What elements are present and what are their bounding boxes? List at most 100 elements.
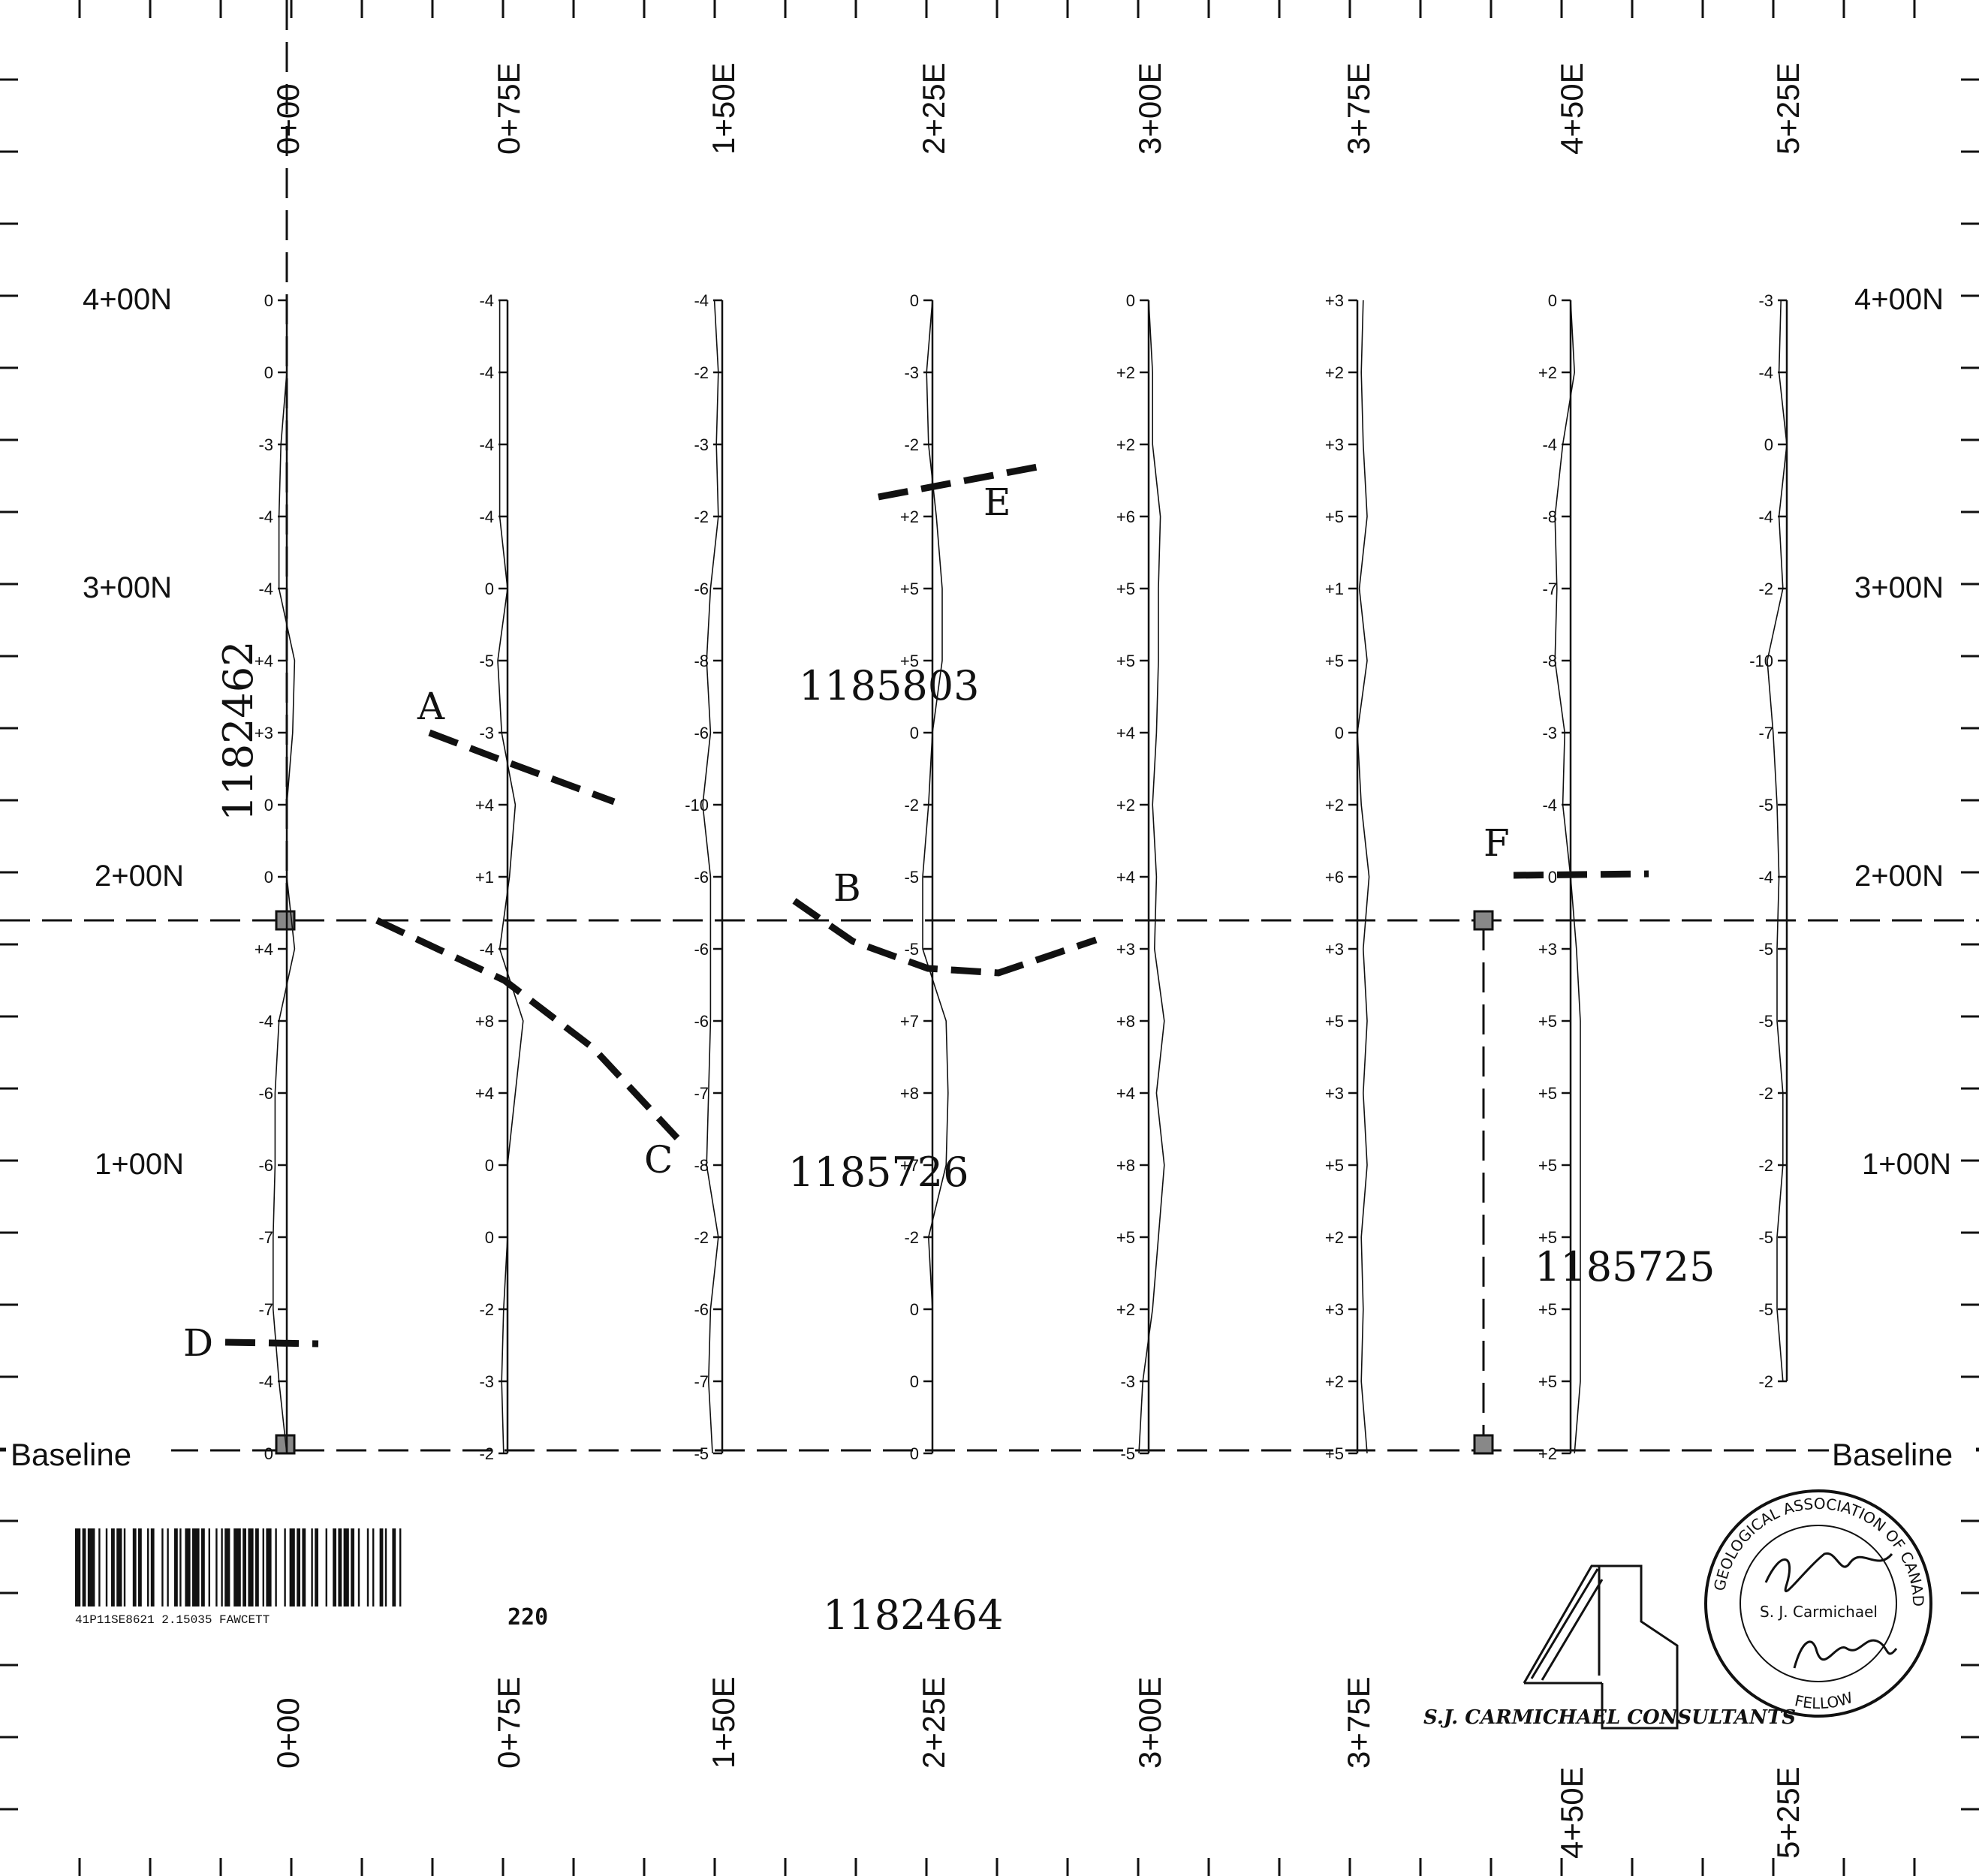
reading-value: 0 — [264, 363, 273, 382]
reading-value: -5 — [1758, 940, 1773, 959]
reading-value: 0 — [1126, 291, 1135, 310]
claim-center: 1185726 — [788, 1149, 969, 1196]
reading-value: 0 — [910, 724, 919, 742]
reading-value: 0 — [1548, 868, 1557, 887]
reading-value: +5 — [1325, 507, 1344, 526]
line-label-top: 3+00E — [1132, 62, 1167, 155]
reading-value: -4 — [1758, 363, 1773, 382]
reading-value: -6 — [694, 724, 709, 742]
barcode-bar — [262, 1528, 264, 1606]
survey-line-4+50E: 0 +2 -4 -8 -7 -8 -3 -4 0 +3 +5 +5 +5 +5 +5 +5 +2 4+50E 4+5… — [1538, 62, 1589, 1859]
line-label-top: 0+75E — [491, 62, 526, 155]
zone-f-axis — [1513, 870, 1649, 879]
zone-label-c: C — [644, 1138, 673, 1182]
reading-value: -2 — [1758, 580, 1773, 598]
reading-value: -4 — [694, 291, 709, 310]
reading-value: +4 — [475, 1084, 494, 1103]
reading-value: -3 — [1758, 291, 1773, 310]
reading-value: +1 — [1325, 580, 1344, 598]
northing-right-100: 1+00N — [1862, 1148, 1951, 1181]
profile-trace — [1357, 300, 1370, 1454]
baseline-label-right: Baseline — [1832, 1437, 1953, 1472]
line-label-top: 3+75E — [1341, 62, 1376, 155]
reading-value: -3 — [694, 435, 709, 454]
barcode-bar — [333, 1528, 336, 1606]
reading-value: -2 — [904, 796, 919, 815]
reading-value: -4 — [1542, 796, 1557, 815]
seal-name: S. J. Carmichael — [1760, 1603, 1878, 1621]
barcode-bar — [98, 1528, 101, 1606]
reading-value: +2 — [1325, 1228, 1344, 1247]
profile-trace — [1767, 300, 1788, 1382]
barcode-bar — [192, 1528, 200, 1606]
reading-value: 0 — [910, 1444, 919, 1463]
reading-value: -2 — [479, 1444, 494, 1463]
reading-value: 0 — [910, 291, 919, 310]
reading-value: -7 — [1542, 580, 1557, 598]
reading-value: +5 — [1538, 1228, 1557, 1247]
line-label-bottom: 2+25E — [916, 1676, 951, 1769]
barcode-bar — [343, 1528, 349, 1606]
signature-date — [1793, 1639, 1898, 1669]
barcode-bar — [289, 1528, 295, 1606]
barcode-bar — [266, 1528, 272, 1606]
barcode-bar — [208, 1528, 210, 1606]
reading-value: -3 — [1120, 1372, 1135, 1391]
reading-value: +2 — [1116, 796, 1135, 815]
reading-value: +3 — [1116, 940, 1135, 959]
reading-value: 0 — [485, 580, 494, 598]
reading-value: +8 — [1116, 1012, 1135, 1031]
reading-value: -7 — [258, 1300, 273, 1319]
reading-value: -5 — [1758, 1012, 1773, 1031]
line-label-bottom: 3+75E — [1341, 1676, 1376, 1769]
reading-value: +3 — [1538, 940, 1557, 959]
barcode-bar — [297, 1528, 300, 1606]
profile-trace — [922, 300, 949, 1453]
northing-right-400: 4+00N — [1854, 283, 1944, 316]
reading-value: +4 — [1116, 1084, 1135, 1103]
barcode — [75, 1528, 402, 1606]
barcode-bar — [399, 1528, 402, 1606]
conductor-zones — [224, 463, 1649, 1348]
seal-ring-text: GEOLOGICAL ASSOCIATION OF CANADA — [0, 0, 1927, 1606]
barcode-bar — [233, 1528, 241, 1606]
barcode-bar — [116, 1528, 122, 1606]
reading-value: +5 — [1538, 1300, 1557, 1319]
barcode-bar — [379, 1528, 384, 1606]
reading-value: -10 — [1749, 652, 1773, 670]
reading-value: -8 — [694, 652, 709, 670]
reading-value: -3 — [1542, 724, 1557, 742]
reading-value: +4 — [255, 652, 273, 670]
reading-value: +4 — [1116, 724, 1135, 742]
reading-value: -6 — [694, 1300, 709, 1319]
barcode-bar — [111, 1528, 115, 1606]
reading-value: -8 — [694, 1156, 709, 1175]
barcode-bar — [255, 1528, 259, 1606]
barcode-bar — [87, 1528, 95, 1606]
barcode-bar — [302, 1528, 306, 1606]
claim-north: 1185803 — [799, 662, 980, 709]
reading-value: -10 — [685, 796, 709, 815]
reading-value: +2 — [1325, 363, 1344, 382]
barcode-bar — [201, 1528, 205, 1606]
reading-value: +4 — [1116, 868, 1135, 887]
reading-value: +3 — [255, 724, 273, 742]
reading-value: -7 — [258, 1228, 273, 1247]
reading-value: -6 — [258, 1084, 273, 1103]
reading-value: +3 — [1325, 940, 1344, 959]
northing-left-400: 4+00N — [83, 283, 172, 316]
reading-value: +3 — [1325, 1300, 1344, 1319]
line-label-bottom: 4+50E — [1554, 1766, 1589, 1859]
reading-value: -5 — [1758, 796, 1773, 815]
claim-south: 1182464 — [823, 1591, 1004, 1639]
reading-value: -8 — [1542, 507, 1557, 526]
reading-value: +8 — [900, 1084, 919, 1103]
reading-value: -4 — [479, 291, 494, 310]
reading-value: -4 — [258, 1372, 273, 1391]
baseline-label-left: Baseline — [11, 1437, 131, 1472]
barcode-bar — [179, 1528, 182, 1606]
survey-line-3+00E: 0 +2 +2 +6 +5 +5 +4 +2 +4 +3 +8 +4 +8 +5 +2 -3 -5 3+00E 3+… — [1116, 62, 1167, 1769]
barcode-bar — [185, 1528, 191, 1606]
reading-value: -5 — [694, 1444, 709, 1463]
reading-value: +2 — [900, 507, 919, 526]
